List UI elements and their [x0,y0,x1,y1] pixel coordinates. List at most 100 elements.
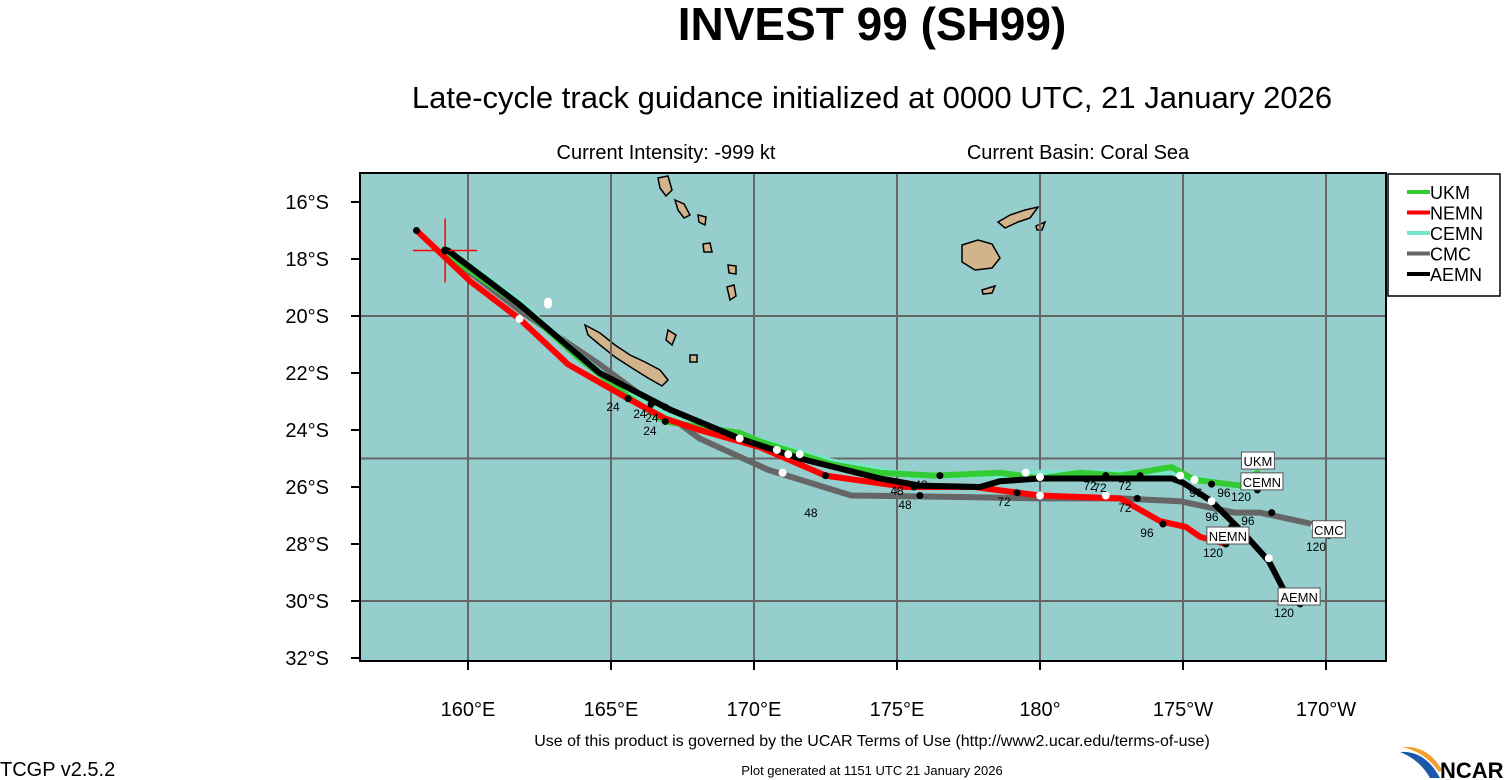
initial-point [413,227,421,234]
forecast-hour-label: 96 [1205,510,1219,524]
12h-marker [735,434,744,443]
model-end-label: UKM [1243,454,1272,469]
vanuatu-espiritu-santo [657,175,673,198]
land-masses [583,175,1047,387]
ocean-background [360,173,1386,661]
model-end-label: AEMN [1280,590,1318,605]
forecast-hour-label: 96 [1140,526,1154,540]
forecast-hour-label: 48 [890,484,904,498]
forecast-point-ukm [661,417,669,425]
loyalty-island-lifou [665,328,677,347]
forecast-hour-label: 120 [1306,540,1326,554]
12h-marker [1190,475,1199,484]
12h-marker [544,300,553,309]
forecast-hour-label: 96 [1189,486,1203,500]
forecast-hour-label: 72 [997,495,1011,509]
y-tick-label: 26°S [285,477,329,499]
forecast-hour-label: 24 [643,424,657,438]
y-tick-label: 28°S [285,534,329,556]
forecast-hour-label: 72 [1093,481,1107,495]
12h-marker [772,445,781,454]
forecast-point-nemn [1013,489,1021,497]
storm-center [441,246,450,255]
forecast-hour-label: 120 [1274,606,1294,620]
forecast-point-ukm [936,472,944,480]
forecast-hour-label: 72 [1118,479,1132,493]
terms-of-use: Use of this product is governed by the U… [534,733,1210,750]
forecast-point-aemn [661,403,669,411]
vanuatu-erromango [727,264,737,275]
vanuatu-malekula [673,198,692,219]
forecast-point-nemn [822,472,829,480]
legend-label-cmc: CMC [1430,245,1471,265]
12h-marker [1101,491,1110,500]
model-end-label-box [1240,451,1275,470]
12h-marker [1036,473,1044,482]
model-end-label-box [1311,520,1346,539]
chart-title: INVEST 99 (SH99) [678,0,1067,50]
axes: 160°E 165°E 170°E 175°E 180° 175°W 170°W 16°S 18… [285,192,1356,721]
legend-label-aemn: AEMN [1430,265,1482,285]
model-end-label: NEMN [1209,529,1247,544]
plot-frame [359,172,1387,662]
forecast-hour-label: 96 [1217,486,1231,500]
x-tick-label: 160°E [441,699,496,721]
forecast-point-cmc [1268,509,1276,517]
12h-marker [1021,468,1030,477]
ncar-logo: NCAR [1400,746,1504,780]
legend-label-ukm: UKM [1430,183,1470,203]
loyalty-island-mare [689,354,698,363]
x-tick-label: 180° [1019,699,1060,721]
version-label: TCGP v2.5.2 [0,759,115,780]
12h-marker [784,450,793,459]
fiji-vanua-levu [996,205,1040,229]
12h-marker [1036,491,1044,500]
forecast-hour-label: 24 [633,407,647,421]
model-end-label-box [1206,526,1250,545]
12h-marker [778,468,787,477]
x-tick-label: 175°E [870,699,925,721]
vanuatu-tanna [726,284,737,302]
forecast-hour-label: 120 [1231,490,1251,504]
forecast-hour-label: 48 [898,498,912,512]
fiji-viti-levu [961,239,1001,271]
forecast-hour-label: 96 [1241,514,1255,528]
forecast-point-aemn [1102,472,1110,480]
12h-marker [515,314,524,323]
forecast-point-cmc [647,400,655,408]
model-end-label: CEMN [1243,475,1281,490]
model-end-label: CMC [1314,523,1344,538]
model-end-label-box [1240,472,1284,491]
forecast-hour-label: 120 [1203,546,1223,560]
forecast-point-aemn [910,483,918,491]
12h-marker [1207,497,1216,506]
forecast-hour-label: 72 [1118,501,1132,515]
12h-marker [1264,554,1273,563]
y-tick-label: 16°S [285,192,329,214]
legend-label-cemn: CEMN [1430,224,1483,244]
x-tick-label: 175°W [1153,699,1213,721]
x-tick-label: 170°W [1296,699,1356,721]
current-basin: Current Basin: Coral Sea [967,142,1190,164]
x-tick-label: 165°E [584,699,639,721]
y-tick-label: 22°S [285,363,329,385]
forecast-point-cmc [916,492,924,500]
y-tick-label: 30°S [285,591,329,613]
forecast-hour-label: 24 [606,400,620,414]
12h-marker [1176,471,1185,480]
generated-timestamp: Plot generated at 1151 UTC 21 January 20… [741,763,1002,778]
forecast-hour-label: 48 [914,478,928,492]
current-intensity: Current Intensity: -999 kt [557,142,776,164]
model-end-label-box [1277,587,1321,606]
new-caledonia [583,323,670,387]
y-tick-label: 24°S [285,420,329,442]
x-tick-label: 170°E [727,699,782,721]
12h-marker [795,450,804,459]
forecast-point-nemn [1159,520,1167,528]
forecast-point-nemn [624,395,632,403]
y-tick-label: 20°S [285,306,329,328]
fiji-kadavu [981,284,997,295]
